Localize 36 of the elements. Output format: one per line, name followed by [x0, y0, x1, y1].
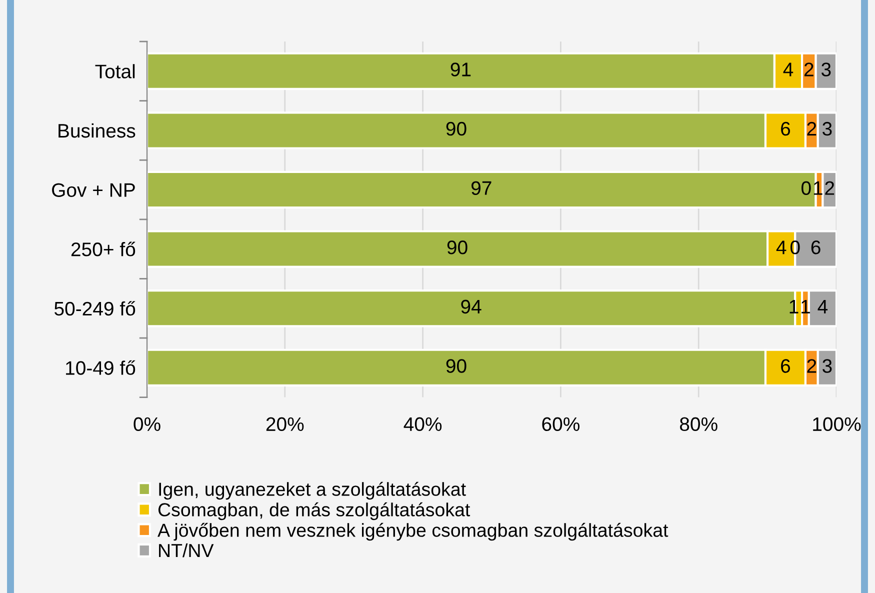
- data-label: 97: [472, 181, 492, 195]
- data-label: 3: [822, 122, 832, 136]
- data-label: 6: [781, 359, 790, 373]
- y-tick-label: 50-249 fő: [54, 301, 136, 316]
- data-label: 4: [818, 300, 828, 314]
- y-tick-label: Business: [58, 123, 136, 138]
- x-tick-label: 80%: [680, 417, 718, 432]
- y-tick-label: 10-49 fő: [66, 360, 136, 375]
- data-label: 6: [781, 122, 790, 136]
- data-label: 4: [776, 240, 786, 254]
- x-tick-label: 60%: [542, 417, 580, 432]
- x-tick-label: 40%: [404, 417, 442, 432]
- data-label: 2: [807, 359, 816, 373]
- y-tick-label: Total: [95, 64, 135, 78]
- x-tick-label: 0%: [134, 417, 160, 432]
- data-label: 91: [450, 62, 471, 76]
- data-label: 0: [802, 181, 811, 195]
- data-label: 3: [822, 359, 832, 373]
- y-tick-label: 250+ fő: [71, 242, 136, 256]
- data-label: 90: [446, 122, 466, 136]
- data-label: 90: [446, 359, 466, 373]
- legend-label: A jövőben nem vesznek igénybe csomagban szolgáltatásokat: [158, 522, 668, 541]
- data-label: 3: [821, 62, 831, 76]
- data-label: 2: [804, 62, 814, 76]
- data-label: 2: [807, 122, 816, 136]
- data-label: 2: [825, 181, 834, 195]
- x-tick-label: 100%: [813, 417, 861, 432]
- y-tick-label: Gov + NP: [52, 183, 135, 197]
- legend-label: Igen, ugyanezeket a szolgáltatásokat: [159, 482, 466, 500]
- legend-label: Csomagban, de más szolgáltatásokat: [158, 502, 470, 520]
- x-tick-label: 20%: [266, 417, 304, 432]
- data-label: 94: [461, 300, 482, 314]
- legend-label: NT/NV: [159, 543, 214, 558]
- data-label: 90: [447, 240, 468, 254]
- data-label: 6: [811, 240, 820, 254]
- data-label: 4: [783, 62, 794, 76]
